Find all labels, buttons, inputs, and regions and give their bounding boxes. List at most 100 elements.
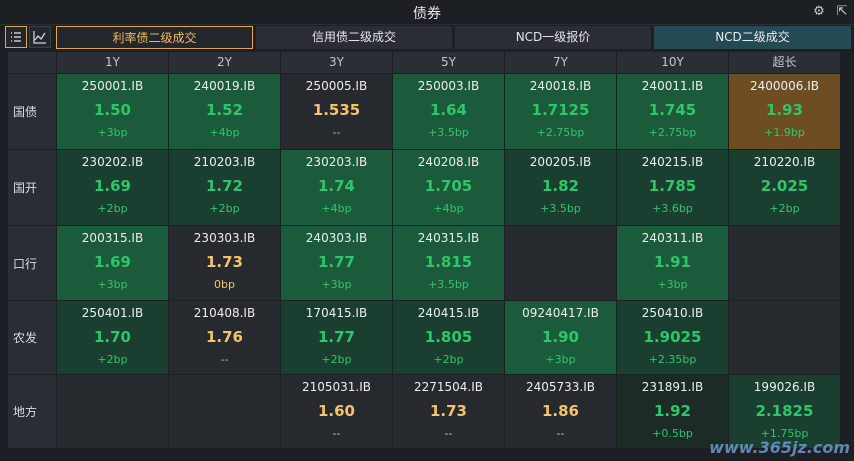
bond-code: 240215.IB bbox=[641, 155, 704, 169]
yield-change: +4bp bbox=[321, 202, 352, 215]
yield-change: +2.75bp bbox=[648, 126, 697, 139]
yield-change: +2bp bbox=[97, 353, 128, 366]
column-header: 1Y bbox=[57, 52, 168, 73]
bond-cell[interactable]: 2405733.IB 1.86 -- bbox=[505, 375, 616, 448]
bond-cell[interactable]: 210220.IB 2.025 +2bp bbox=[729, 150, 840, 225]
yield-change: +3bp bbox=[97, 126, 128, 139]
bond-yield: 1.77 bbox=[317, 328, 355, 346]
bond-code: 240315.IB bbox=[417, 231, 480, 245]
popout-icon[interactable]: ⇱ bbox=[836, 4, 848, 19]
bond-cell[interactable]: 240208.IB 1.705 +4bp bbox=[393, 150, 504, 225]
bond-cell[interactable]: 2271504.IB 1.73 -- bbox=[393, 375, 504, 448]
bond-cell[interactable]: 240018.IB 1.7125 +2.75bp bbox=[505, 74, 616, 149]
bond-code: 250005.IB bbox=[305, 79, 368, 93]
bond-cell[interactable]: 230303.IB 1.73 0bp bbox=[169, 226, 280, 300]
bond-cell[interactable] bbox=[729, 301, 840, 374]
yield-change: +4bp bbox=[209, 126, 240, 139]
bond-yield: 1.74 bbox=[317, 177, 355, 195]
bond-cell[interactable]: 210408.IB 1.76 -- bbox=[169, 301, 280, 374]
yield-change: -- bbox=[332, 427, 341, 440]
tab-ncd-primary[interactable]: NCD一级报价 bbox=[455, 26, 651, 49]
bond-yield: 1.60 bbox=[317, 402, 355, 420]
yield-change: +2bp bbox=[209, 202, 240, 215]
bond-cell[interactable]: 210203.IB 1.72 +2bp bbox=[169, 150, 280, 225]
bond-code: 240208.IB bbox=[417, 155, 480, 169]
bond-cell[interactable]: 250003.IB 1.64 +3.5bp bbox=[393, 74, 504, 149]
yield-change: -- bbox=[556, 427, 565, 440]
bond-cell[interactable] bbox=[729, 226, 840, 300]
bond-cell[interactable]: 200315.IB 1.69 +3bp bbox=[57, 226, 168, 300]
bond-code: 231891.IB bbox=[641, 380, 704, 394]
bond-yield: 1.91 bbox=[653, 253, 691, 271]
chart-view-icon[interactable] bbox=[29, 26, 51, 48]
bond-cell[interactable]: 240415.IB 1.805 +2bp bbox=[393, 301, 504, 374]
bond-cell[interactable] bbox=[505, 226, 616, 300]
bond-code: 240019.IB bbox=[193, 79, 256, 93]
bond-code: 240011.IB bbox=[641, 79, 704, 93]
yield-change: +3.5bp bbox=[428, 126, 469, 139]
bond-yield: 1.745 bbox=[648, 101, 697, 119]
bond-cell[interactable]: 2105031.IB 1.60 -- bbox=[281, 375, 392, 448]
bond-cell[interactable]: 240303.IB 1.77 +3bp bbox=[281, 226, 392, 300]
bond-code: 240303.IB bbox=[305, 231, 368, 245]
tab-rates-secondary[interactable]: 利率债二级成交 bbox=[56, 26, 253, 49]
yield-change: -- bbox=[220, 353, 229, 366]
bond-code: 240018.IB bbox=[529, 79, 592, 93]
row-label-text: 口行 bbox=[13, 256, 38, 271]
bond-cell[interactable]: 250401.IB 1.70 +2bp bbox=[57, 301, 168, 374]
bond-cell[interactable]: 240215.IB 1.785 +3.6bp bbox=[617, 150, 728, 225]
bond-yield: 1.92 bbox=[653, 402, 691, 420]
title-bar: 债券 ⚙ ⇱ bbox=[0, 0, 854, 25]
bond-yield: 1.785 bbox=[648, 177, 697, 195]
bond-code: 230303.IB bbox=[193, 231, 256, 245]
bond-cell[interactable]: 199026.IB 2.1825 +1.75bp bbox=[729, 375, 840, 448]
yield-change: +1.75bp bbox=[760, 427, 809, 440]
bond-code: 250003.IB bbox=[417, 79, 480, 93]
bond-cell[interactable]: 240315.IB 1.815 +3.5bp bbox=[393, 226, 504, 300]
bond-yield: 2.025 bbox=[760, 177, 809, 195]
tab-credit-secondary[interactable]: 信用债二级成交 bbox=[256, 26, 452, 49]
bond-yield: 1.69 bbox=[93, 177, 131, 195]
bond-yield: 1.90 bbox=[541, 328, 579, 346]
bond-cell[interactable]: 231891.IB 1.92 +0.5bp bbox=[617, 375, 728, 448]
bond-cell[interactable]: 240311.IB 1.91 +3bp bbox=[617, 226, 728, 300]
bond-cell[interactable] bbox=[57, 375, 168, 448]
bond-code: 210408.IB bbox=[193, 306, 256, 320]
bond-yield: 1.535 bbox=[312, 101, 361, 119]
bond-code: 2400006.IB bbox=[749, 79, 820, 93]
bond-cell[interactable]: 240019.IB 1.52 +4bp bbox=[169, 74, 280, 149]
bond-cell[interactable]: 250001.IB 1.50 +3bp bbox=[57, 74, 168, 149]
bond-yield: 1.50 bbox=[93, 101, 131, 119]
bond-cell[interactable]: 240011.IB 1.745 +2.75bp bbox=[617, 74, 728, 149]
settings-gear-icon[interactable]: ⚙ bbox=[813, 4, 825, 19]
column-header: 2Y bbox=[169, 52, 280, 73]
bond-cell[interactable]: 250005.IB 1.535 -- bbox=[281, 74, 392, 149]
bond-cell[interactable]: 200205.IB 1.82 +3.5bp bbox=[505, 150, 616, 225]
bond-cell[interactable] bbox=[169, 375, 280, 448]
yield-change: +3.6bp bbox=[652, 202, 693, 215]
column-header: 5Y bbox=[393, 52, 504, 73]
bond-cell[interactable]: 2400006.IB 1.93 +1.9bp bbox=[729, 74, 840, 149]
bond-yield: 1.72 bbox=[205, 177, 243, 195]
bond-cell[interactable]: 230203.IB 1.74 +4bp bbox=[281, 150, 392, 225]
yield-change: +3bp bbox=[321, 278, 352, 291]
bond-cell[interactable]: 170415.IB 1.77 +2bp bbox=[281, 301, 392, 374]
bond-code: 210203.IB bbox=[193, 155, 256, 169]
bond-code: 240311.IB bbox=[641, 231, 704, 245]
column-header: 超长 bbox=[729, 52, 840, 73]
column-header: 3Y bbox=[281, 52, 392, 73]
bond-yield: 1.86 bbox=[541, 402, 579, 420]
bond-cell[interactable]: 09240417.IB 1.90 +3bp bbox=[505, 301, 616, 374]
list-view-icon[interactable] bbox=[5, 26, 27, 48]
bond-code: 200315.IB bbox=[81, 231, 144, 245]
bond-cell[interactable]: 250410.IB 1.9025 +2.35bp bbox=[617, 301, 728, 374]
column-header: 7Y bbox=[505, 52, 616, 73]
bond-code: 230203.IB bbox=[305, 155, 368, 169]
toolbar: 利率债二级成交 信用债二级成交 NCD一级报价 NCD二级成交 bbox=[0, 25, 854, 51]
bond-cell[interactable]: 230202.IB 1.69 +2bp bbox=[57, 150, 168, 225]
bond-code: 2105031.IB bbox=[301, 380, 372, 394]
bond-code: 170415.IB bbox=[305, 306, 368, 320]
row-label: 地方 bbox=[8, 375, 56, 448]
yield-change: 0bp bbox=[214, 278, 235, 291]
tab-ncd-secondary[interactable]: NCD二级成交 bbox=[654, 26, 851, 49]
